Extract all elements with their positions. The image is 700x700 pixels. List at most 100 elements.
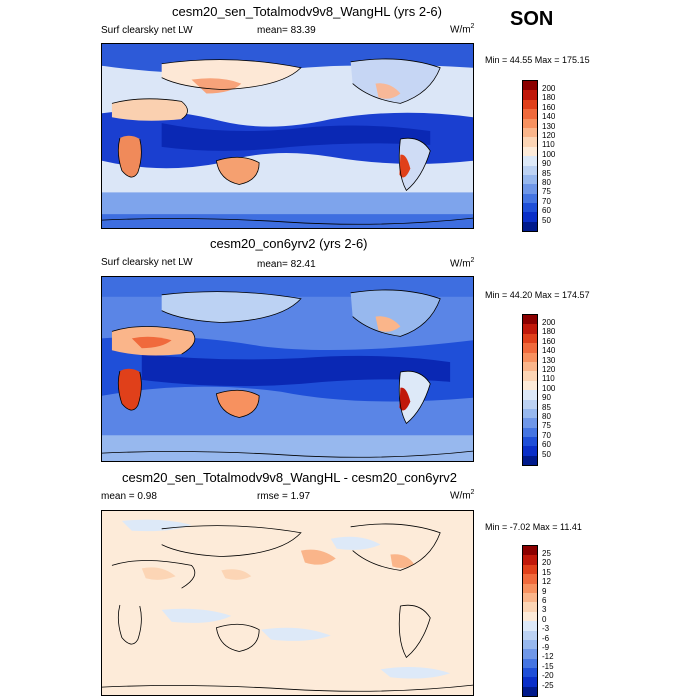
colorbar-swatch xyxy=(523,324,537,334)
colorbar-swatch xyxy=(523,564,537,575)
season-label: SON xyxy=(510,8,554,30)
colorbar-tick-label: 15 xyxy=(542,567,551,577)
colorbar-swatch xyxy=(523,574,537,584)
panel-1-units-text: W/m xyxy=(450,24,471,36)
colorbar-swatch xyxy=(523,390,537,400)
colorbar-swatch xyxy=(523,193,537,204)
panel-1-title: cesm20_sen_Totalmodv9v8_WangHL (yrs 2-6) xyxy=(172,4,442,19)
colorbar-swatch xyxy=(523,455,537,466)
colorbar-swatch xyxy=(523,361,537,372)
colorbar-swatch xyxy=(523,99,537,110)
colorbar-tick-label: 3 xyxy=(542,605,547,615)
colorbar-tick-label: 200 xyxy=(542,318,556,327)
panel-3-mean: mean = 0.98 xyxy=(101,491,157,502)
colorbar-swatch xyxy=(523,184,537,194)
colorbar-tick-label: -6 xyxy=(542,633,550,643)
panel-2-map-graphic xyxy=(102,277,473,461)
colorbar-tick-label: 110 xyxy=(542,374,555,384)
colorbar-tick-label: 160 xyxy=(542,336,556,346)
colorbar-tick-label: 60 xyxy=(542,440,551,450)
colorbar-tick-label: 130 xyxy=(542,355,556,365)
colorbar-tick-label: 180 xyxy=(542,327,556,337)
panel-3-units: W/m2 xyxy=(450,489,474,501)
colorbar-swatch xyxy=(523,668,537,678)
colorbar-tick-label: 180 xyxy=(542,93,556,103)
colorbar-tick-label: 0 xyxy=(542,614,547,624)
panel-2-title: cesm20_con6yrv2 (yrs 2-6) xyxy=(210,236,368,251)
colorbar-swatch xyxy=(523,611,537,622)
colorbar-tick-label: 160 xyxy=(542,102,556,112)
colorbar-swatch xyxy=(523,602,537,612)
panel-3-units-text: W/m xyxy=(450,490,471,502)
colorbar-swatch xyxy=(523,109,537,119)
colorbar-tick-label: -25 xyxy=(542,680,554,690)
colorbar-swatch xyxy=(523,221,537,232)
colorbar-swatch xyxy=(523,203,537,213)
colorbar-tick-label: -15 xyxy=(542,661,554,671)
panel-3-map xyxy=(101,510,474,696)
panel-1-variable: Surf clearsky net LW xyxy=(101,25,193,36)
colorbar-tick-label: 12 xyxy=(542,577,551,587)
panel-3-mean-label: mean = xyxy=(101,491,135,502)
panel-3-title: cesm20_sen_Totalmodv9v8_WangHL - cesm20_… xyxy=(122,470,458,485)
panel-1-map-graphic xyxy=(102,44,473,228)
colorbar-swatch xyxy=(523,546,537,556)
colorbar-tick-label: 50 xyxy=(542,215,551,225)
panel-2-colorbar-labels: 200 180 160 140 130 120 110 100 90 85 80 75 70 60 50 xyxy=(542,318,555,459)
colorbar-swatch xyxy=(523,352,537,362)
panel-2-map xyxy=(101,276,474,462)
colorbar-swatch xyxy=(523,90,537,100)
panel-1-mean-value: 83.39 xyxy=(290,25,316,36)
colorbar-tick-label: 80 xyxy=(542,178,551,188)
colorbar-tick-label: -12 xyxy=(542,652,554,662)
colorbar-swatch xyxy=(523,658,537,669)
colorbar-swatch xyxy=(523,583,537,593)
colorbar-swatch xyxy=(523,418,537,428)
colorbar-tick-label: 6 xyxy=(542,596,547,606)
colorbar-tick-label: 70 xyxy=(542,430,551,440)
panel-1-mean: mean= 83.39 xyxy=(257,25,316,36)
panel-2-variable: Surf clearsky net LW xyxy=(101,257,193,268)
panel-1-map xyxy=(101,43,474,229)
colorbar-swatch xyxy=(523,371,537,381)
panel-3-units-exp: 2 xyxy=(470,489,475,496)
colorbar-tick-label: 120 xyxy=(542,365,556,375)
colorbar-swatch xyxy=(523,118,537,128)
colorbar-swatch xyxy=(523,592,537,603)
panel-1-colorbar xyxy=(522,80,538,233)
colorbar-swatch xyxy=(523,315,537,325)
colorbar-tick-label: -3 xyxy=(542,624,550,634)
colorbar-tick-label: 200 xyxy=(542,84,556,93)
colorbar-swatch xyxy=(523,639,537,650)
panel-3-colorbar-labels: 25 20 15 12 9 6 3 0 -3 -6 -9 -12 -15 -20 -25 xyxy=(542,549,554,690)
colorbar-swatch xyxy=(523,146,537,157)
panel-2-units: W/m2 xyxy=(450,257,474,269)
panel-3-rmse: rmse = 1.97 xyxy=(257,491,310,502)
colorbar-swatch xyxy=(523,156,537,166)
panel-2-minmax: Min = 44.20 Max = 174.57 xyxy=(485,290,590,300)
panel-1-units: W/m2 xyxy=(450,23,474,35)
colorbar-tick-label: 110 xyxy=(542,140,555,150)
colorbar-swatch xyxy=(523,686,537,697)
colorbar-swatch xyxy=(523,380,537,391)
colorbar-tick-label: 90 xyxy=(542,159,551,169)
colorbar-tick-label: 90 xyxy=(542,393,551,403)
colorbar-tick-label: 9 xyxy=(542,586,547,596)
colorbar-tick-label: 140 xyxy=(542,346,556,356)
colorbar-tick-label: 75 xyxy=(542,421,551,431)
colorbar-tick-label: -9 xyxy=(542,643,550,653)
colorbar-tick-label: 100 xyxy=(542,383,556,393)
colorbar-swatch xyxy=(523,446,537,456)
panel-1-units-exp: 2 xyxy=(470,23,475,30)
colorbar-swatch xyxy=(523,649,537,659)
panel-1-mean-label: mean= xyxy=(257,25,288,36)
colorbar-swatch xyxy=(523,137,537,147)
panel-3-colorbar xyxy=(522,545,538,698)
colorbar-tick-label: 50 xyxy=(542,449,551,459)
colorbar-swatch xyxy=(523,343,537,353)
colorbar-tick-label: 80 xyxy=(542,412,551,422)
colorbar-swatch xyxy=(523,174,537,185)
panel-1-colorbar-labels: 200 180 160 140 130 120 110 100 90 85 80 75 70 60 50 xyxy=(542,84,555,225)
colorbar-swatch xyxy=(523,165,537,175)
colorbar-tick-label: 140 xyxy=(542,112,556,122)
